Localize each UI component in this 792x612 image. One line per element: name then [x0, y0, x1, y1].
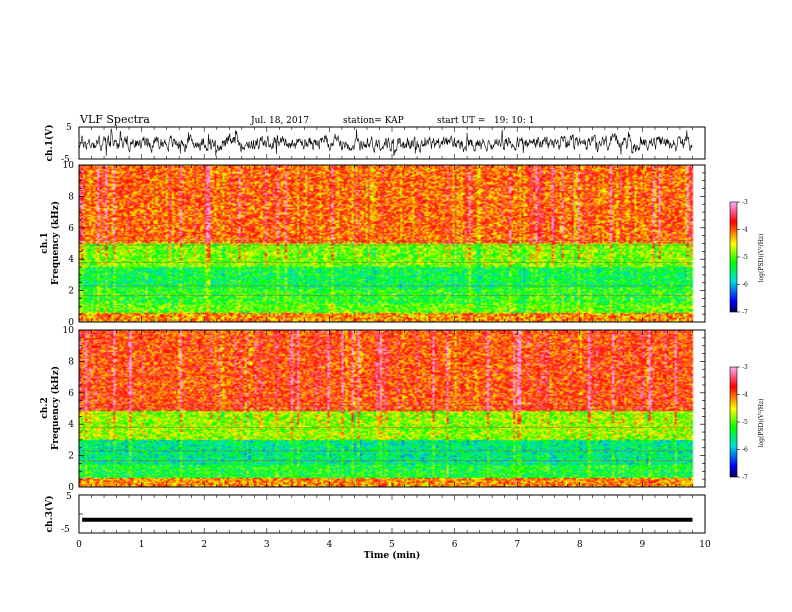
ch1-spectrogram-image	[79, 165, 705, 322]
colorbar-tick-label: -4	[742, 392, 748, 399]
xtick-label: 1	[139, 540, 145, 550]
ytick-label: 6	[68, 389, 74, 399]
ch2-spectrogram-image	[79, 330, 705, 487]
xtick-label: 6	[452, 540, 458, 550]
colorbar-tick-label: -3	[742, 199, 748, 206]
ch3-waveform-panel: 5 -5 ch.3(V) 0 1 2 3 4 5 6 7 8 9 10 Time (min)	[44, 127, 711, 561]
ch1-wave-ylabel: ch.1(V)	[44, 125, 55, 162]
colorbar-tick-label: -4	[742, 227, 748, 234]
figure-title: VLF Spectra	[79, 113, 150, 126]
ch2-colorbar-ticks: -3 -4 -5 -6 -7	[737, 364, 748, 481]
ytick-label: 0	[68, 318, 74, 328]
ytick-label: 4	[68, 420, 74, 430]
ch2-spectrogram-panel: 0 2 4 6 8 10 ch.2 Frequency (kHz)	[40, 326, 706, 493]
ch1-freq-ticks: 0 2 4 6 8 10	[63, 161, 705, 328]
ytick-label: 8	[68, 357, 74, 367]
ch2-colorbar: -3 -4 -5 -6 -7 log(PSD)(V²/Hz)	[729, 364, 765, 481]
ytick-label: 8	[68, 192, 74, 202]
ch1-ytick-bottom: -5	[61, 155, 70, 165]
ch2-colorbar-label: log(PSD)(V²/Hz)	[758, 399, 765, 448]
ch1-colorbar-label: log(PSD)(V²/Hz)	[758, 234, 765, 283]
xtick-label: 8	[577, 540, 583, 550]
ch1-waveform-panel: 5 -5 ch.1(V)	[44, 123, 706, 165]
colorbar-tick-label: -5	[742, 254, 748, 261]
xtick-label: 0	[76, 540, 82, 550]
colorbar-tick-label: -6	[742, 447, 748, 454]
ytick-label: 4	[68, 255, 74, 265]
xtick-label: 5	[389, 540, 395, 550]
ytick-label: 2	[68, 452, 74, 462]
xtick-label: 10	[699, 540, 711, 550]
colorbar-tick-label: -7	[742, 474, 748, 481]
ch2-spec-ylabel-channel: ch.2	[40, 397, 50, 418]
ch3-ytick-bottom: -5	[61, 525, 70, 535]
ch2-spec-ylabel-frequency: Frequency (kHz)	[50, 366, 61, 450]
ytick-label: 10	[63, 326, 75, 336]
xtick-label: 2	[201, 540, 207, 550]
xtick-label: 9	[640, 540, 646, 550]
ytick-label: 0	[68, 483, 74, 493]
xtick-label: 7	[514, 540, 520, 550]
spectrogram-raster	[79, 330, 705, 487]
ch2-freq-ticks: 0 2 4 6 8 10	[63, 326, 705, 493]
colorbar-tick-label: -7	[742, 309, 748, 316]
colorbar-tick-label: -6	[742, 282, 748, 289]
time-axis-ticks: 0 1 2 3 4 5 6 7 8 9 10	[76, 127, 711, 550]
colorbar-tick-label: -3	[742, 364, 748, 371]
spectrogram-raster	[79, 165, 705, 322]
ch1-ytick-top: 5	[66, 123, 72, 133]
ch1-colorbar: -3 -4 -5 -6 -7 log(PSD)(V²/Hz)	[729, 199, 765, 316]
date-label: Jul. 18, 2017	[250, 116, 309, 126]
ch1-spec-ylabel-channel: ch.1	[40, 232, 50, 253]
ch1-spectrogram-panel: 0 2 4 6 8 10 ch.1 Frequency (kHz)	[40, 161, 706, 328]
ch1-colorbar-ticks: -3 -4 -5 -6 -7	[737, 199, 748, 316]
ytick-label: 6	[68, 224, 74, 234]
xtick-label: 3	[264, 540, 270, 550]
ytick-label: 10	[63, 161, 75, 171]
ch1-waveform-line	[78, 128, 693, 157]
xtick-label: 4	[327, 540, 333, 550]
station-label: station= KAP	[343, 116, 404, 126]
colorbar-tick-label: -5	[742, 419, 748, 426]
start-time-label: start UT = 19: 10: 1	[437, 116, 534, 126]
time-axis-label: Time (min)	[364, 550, 421, 561]
ch1-spec-ylabel-frequency: Frequency (kHz)	[50, 201, 61, 285]
ch3-wave-ylabel: ch.3(V)	[44, 496, 55, 533]
ytick-label: 2	[68, 287, 74, 297]
ch3-ytick-top: 5	[66, 492, 72, 502]
